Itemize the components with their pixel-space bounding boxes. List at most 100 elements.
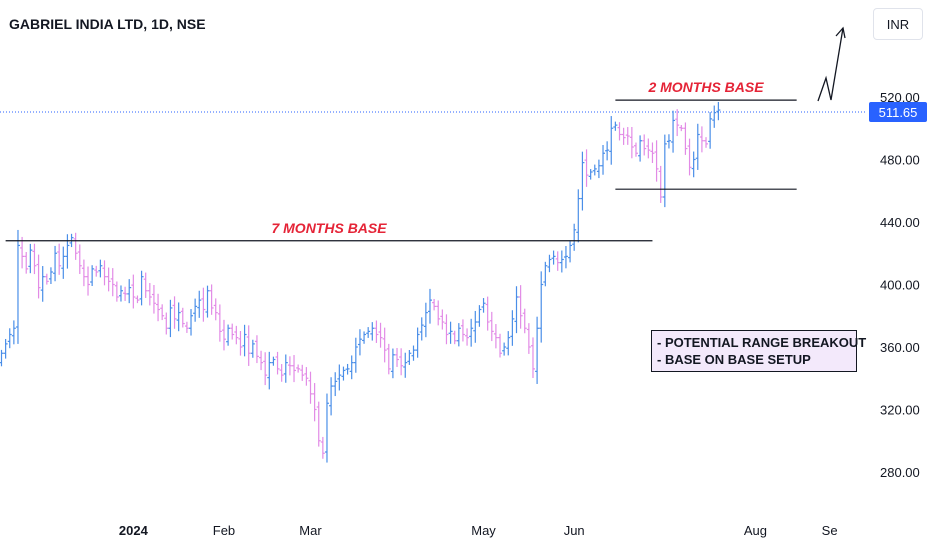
ohlc-bar (292, 355, 297, 383)
y-tick-label: 320.00 (880, 403, 920, 418)
ohlc-bar (650, 142, 655, 163)
ohlc-bar (683, 122, 688, 155)
setup-note-2: - BASE ON BASE SETUP (657, 352, 811, 367)
ohlc-bar (197, 290, 202, 318)
ohlc-bar (32, 243, 37, 275)
breakout-arrow-path (817, 27, 844, 102)
ohlc-bar (699, 126, 704, 153)
ohlc-bar (11, 320, 16, 345)
ohlc-bar (448, 321, 453, 344)
ohlc-bar (316, 401, 321, 447)
ohlc-bar (127, 279, 132, 304)
ohlc-bar (201, 287, 206, 322)
ohlc-bar (671, 110, 676, 153)
ohlc-bar (143, 272, 148, 298)
setup-note-1: - POTENTIAL RANGE BREAKOUT (657, 335, 867, 350)
ohlc-bar (176, 302, 181, 332)
ohlc-bar (403, 352, 408, 378)
ohlc-bar (238, 330, 243, 356)
ohlc-bar (506, 331, 511, 356)
ohlc-bar (254, 335, 259, 364)
ohlc-bar (341, 366, 346, 381)
chart-title: GABRIEL INDIA LTD, 1D, NSE (9, 16, 206, 32)
x-tick-label: Feb (213, 523, 235, 538)
ohlc-bar (691, 151, 696, 178)
last-price-tag: 511.65 (869, 102, 927, 122)
ohlc-bar (605, 141, 610, 161)
ohlc-bar (312, 383, 317, 422)
ohlc-bar (559, 250, 564, 273)
ohlc-bar (110, 268, 115, 297)
ohlc-bar (390, 348, 395, 379)
ohlc-bar (168, 299, 173, 338)
ohlc-bar (0, 349, 4, 367)
ohlc-bar (164, 312, 169, 335)
ohlc-bar (156, 293, 161, 322)
ohlc-bar (189, 309, 194, 336)
ohlc-bar (423, 302, 428, 338)
ohlc-bar (279, 364, 284, 382)
ohlc-bars (0, 101, 721, 463)
ohlc-bar (432, 298, 437, 311)
currency-button[interactable]: INR (873, 8, 923, 40)
ohlc-bar (15, 229, 20, 344)
ohlc-bar (629, 126, 634, 159)
ohlc-bar (444, 314, 449, 345)
ohlc-bar (473, 310, 478, 343)
ohlc-bar (296, 364, 301, 373)
ohlc-bar (601, 145, 606, 175)
ohlc-bar (436, 300, 441, 326)
ohlc-bar (24, 251, 29, 274)
ohlc-bar (3, 338, 8, 359)
ohlc-bar (522, 308, 527, 334)
ohlc-bar (374, 320, 379, 343)
ohlc-bar (625, 127, 630, 145)
ohlc-bar (592, 164, 597, 176)
x-tick-label: Aug (744, 523, 767, 538)
ohlc-bar (353, 337, 358, 373)
x-axis-ticks: 2024 Feb Mar May Jun Aug Se (119, 523, 838, 538)
ohlc-bar (90, 265, 95, 286)
ohlc-bar (320, 436, 325, 459)
ohlc-bar (543, 261, 548, 287)
ohlc-bar (370, 322, 375, 341)
ohlc-bar (716, 101, 721, 121)
ohlc-bar (139, 270, 144, 306)
y-tick-label: 360.00 (880, 340, 920, 355)
ohlc-bar (514, 286, 519, 334)
ohlc-bar (679, 124, 684, 132)
ohlc-bar (563, 246, 568, 269)
y-axis-ticks: 520.00 480.00 440.00 400.00 360.00 320.00 280.… (880, 90, 920, 480)
x-tick-label: Jun (564, 523, 585, 538)
ohlc-bar (86, 266, 91, 296)
ohlc-bar (36, 254, 41, 299)
y-tick-label: 400.00 (880, 278, 920, 293)
ohlc-bar (73, 232, 78, 260)
ohlc-bar (555, 251, 560, 271)
ohlc-bar (193, 298, 198, 322)
ohlc-bar (613, 121, 618, 131)
ohlc-bar (131, 274, 136, 309)
x-tick-label: 2024 (119, 523, 149, 538)
setup-notes-box: - POTENTIAL RANGE BREAKOUT - BASE ON BAS… (651, 330, 867, 372)
ohlc-bar (213, 298, 218, 321)
ohlc-bar (704, 137, 709, 148)
ohlc-bar (259, 350, 264, 371)
ohlc-bar (460, 319, 465, 342)
y-tick-label: 280.00 (880, 465, 920, 480)
ohlc-bar (221, 319, 226, 351)
ohlc-bar (77, 244, 82, 275)
ohlc-bar (489, 311, 494, 342)
ohlc-bar (399, 348, 404, 376)
ohlc-bar (362, 331, 367, 344)
ohlc-bar (456, 323, 461, 347)
ohlc-bar (395, 347, 400, 367)
ohlc-bar (118, 285, 123, 302)
ohlc-bar (419, 317, 424, 341)
breakout-arrowhead (835, 26, 846, 39)
ohlc-bar (646, 138, 651, 159)
ohlc-bar (106, 267, 111, 292)
ohlc-bar (160, 304, 165, 321)
ohlc-bar (407, 350, 412, 365)
